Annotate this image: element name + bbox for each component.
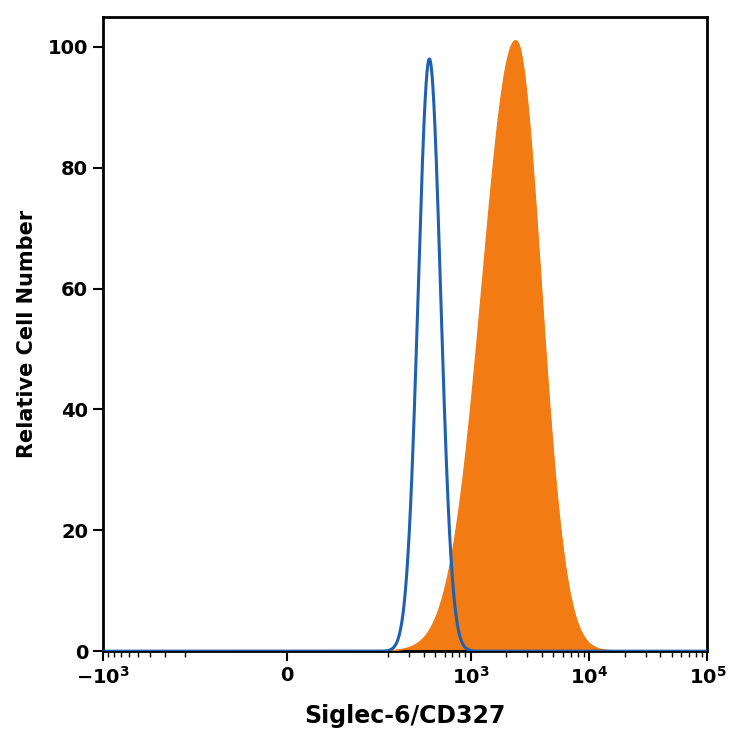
Y-axis label: Relative Cell Number: Relative Cell Number <box>16 210 36 458</box>
X-axis label: Siglec-6/CD327: Siglec-6/CD327 <box>305 704 506 729</box>
